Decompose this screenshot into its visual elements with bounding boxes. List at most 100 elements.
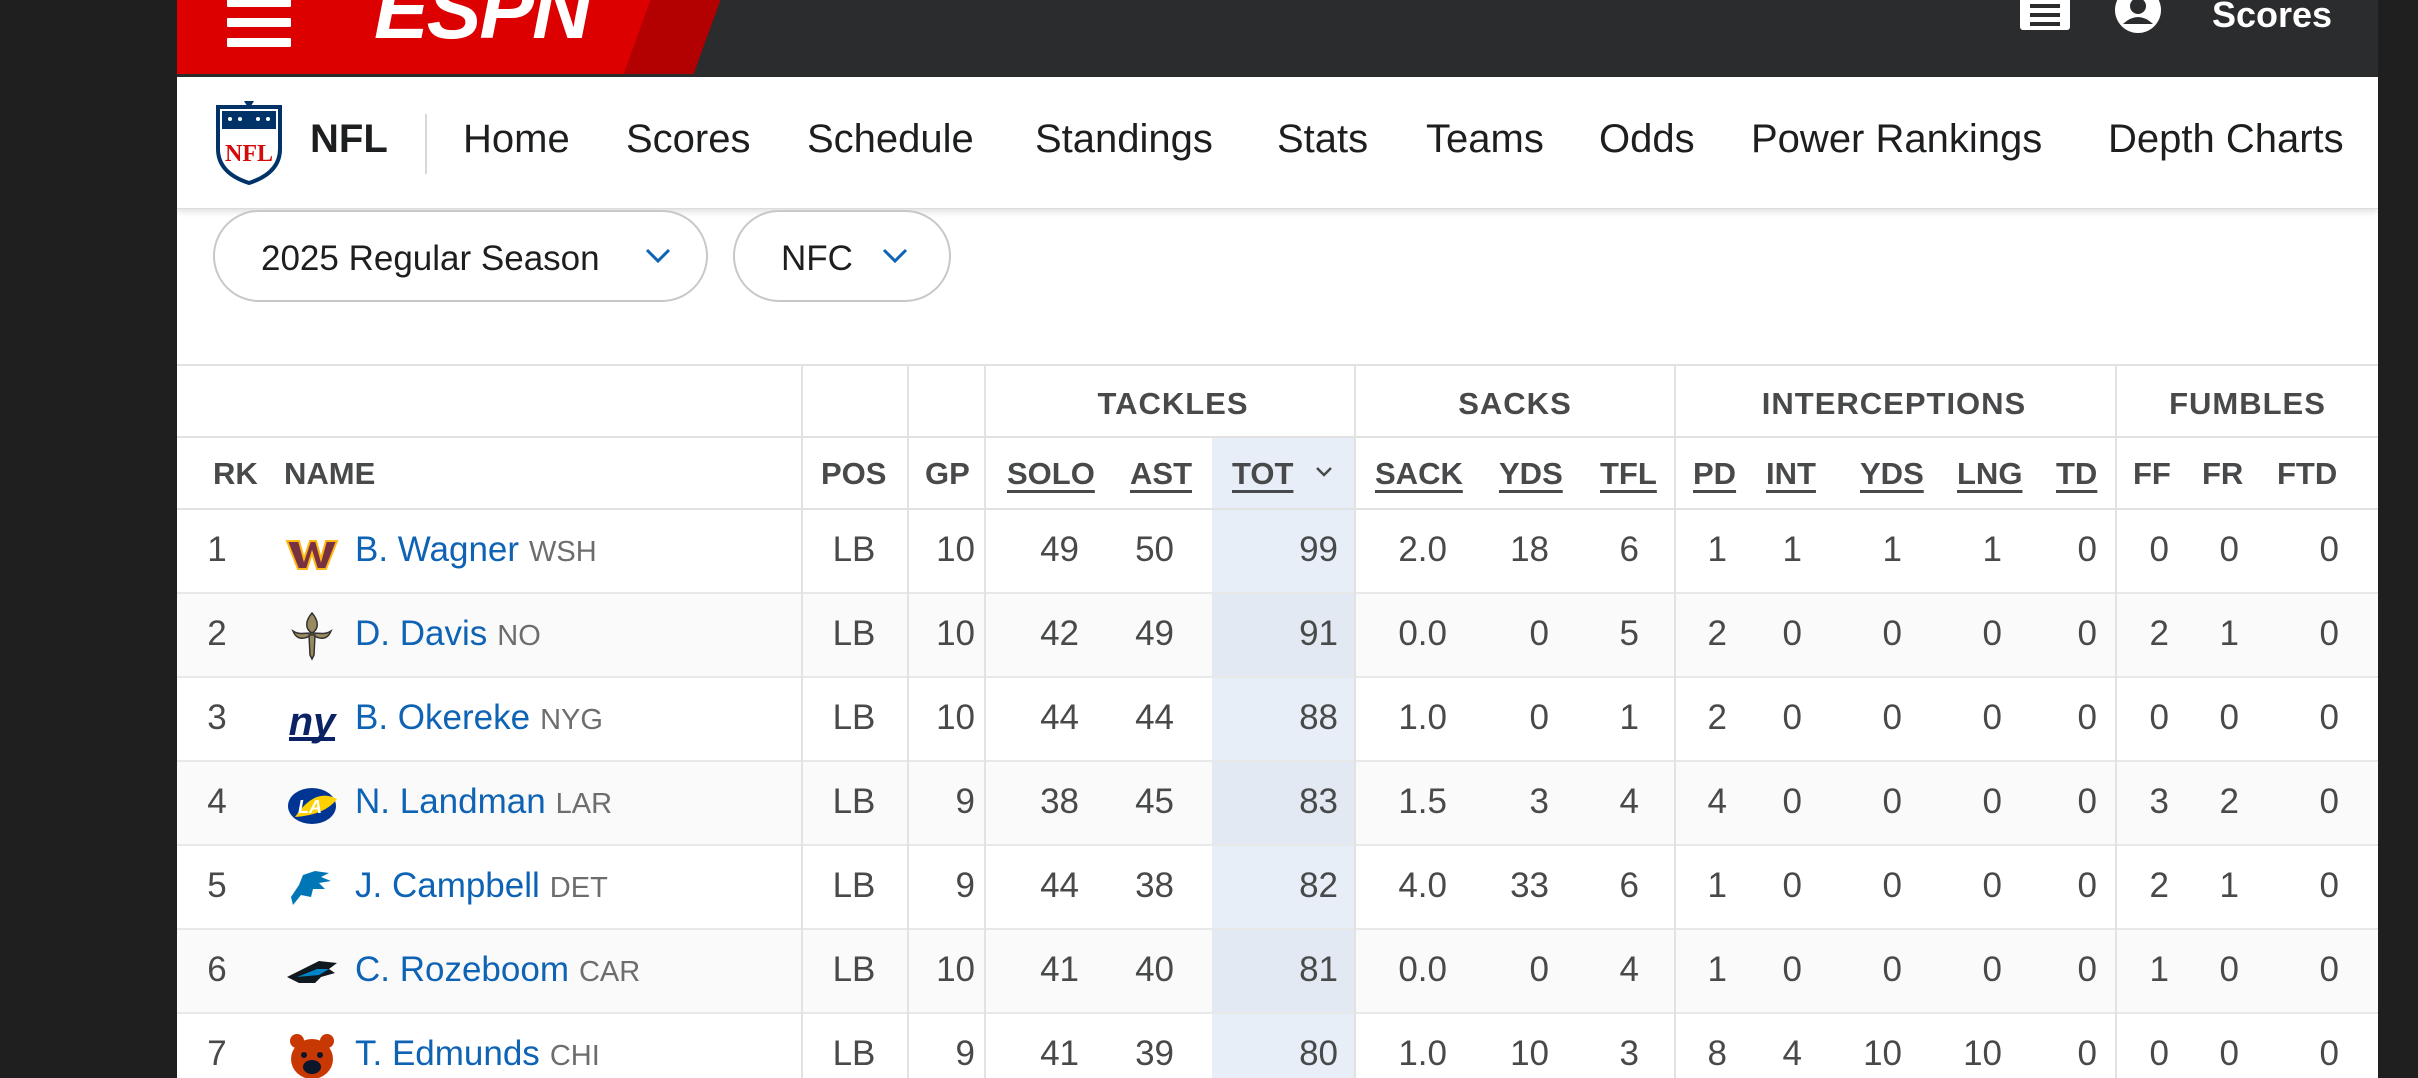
cell-gp: 10 — [936, 950, 975, 989]
cell-ast: 39 — [1135, 1034, 1174, 1073]
nav-home[interactable]: Home — [463, 117, 570, 161]
col-tfl[interactable]: TFL — [1600, 456, 1657, 491]
notes-icon[interactable] — [2020, 0, 2070, 34]
player-team-abbr: DET — [549, 872, 608, 904]
cell-fr: 0 — [2219, 1034, 2239, 1073]
cell-sack-yds: 0 — [1529, 614, 1549, 653]
cell-td: 0 — [2077, 698, 2097, 737]
player-team-abbr: LAR — [555, 788, 613, 820]
giants-logo-icon[interactable]: ny — [285, 695, 339, 745]
table-row: 6 LB 10 41 40 81 0.0 0 4 1 0 0 0 0 1 0 0 C. Rozeboom CAR — [177, 930, 2378, 1014]
nfl-shield-icon[interactable]: NFL — [214, 99, 284, 190]
cell-fr: 0 — [2219, 698, 2239, 737]
col-sack-yds[interactable]: YDS — [1499, 456, 1563, 491]
col-gp: GP — [925, 456, 970, 491]
player-team-abbr: WSH — [529, 536, 597, 568]
chevron-down-icon — [645, 248, 671, 264]
player-name-link[interactable]: D. Davis — [355, 614, 488, 653]
cell-tot: 80 — [1299, 1034, 1338, 1073]
cell-solo: 38 — [1040, 782, 1079, 821]
player-name-link[interactable]: J. Campbell — [355, 866, 540, 905]
cell-td: 0 — [2077, 950, 2097, 989]
col-ast[interactable]: AST — [1130, 456, 1192, 491]
nav-standings[interactable]: Standings — [1035, 117, 1213, 161]
cell-int: 0 — [1782, 698, 1802, 737]
col-rk: RK — [213, 456, 258, 491]
cell-sack: 0.0 — [1398, 614, 1447, 653]
cell-pd: 1 — [1707, 950, 1727, 989]
col-int[interactable]: INT — [1766, 456, 1816, 491]
season-dropdown[interactable]: 2025 Regular Season — [213, 210, 708, 302]
cell-gp: 9 — [955, 782, 975, 821]
cell-td: 0 — [2077, 614, 2097, 653]
cell-lng: 0 — [1982, 614, 2002, 653]
nav-scores[interactable]: Scores — [626, 117, 751, 161]
chevron-down-icon — [882, 248, 908, 264]
svg-text:LA: LA — [298, 797, 322, 817]
bears-logo-icon[interactable] — [285, 1031, 339, 1078]
cell-pos: LB — [832, 1034, 876, 1073]
col-tot[interactable]: TOT — [1232, 456, 1294, 491]
cell-tfl: 4 — [1619, 782, 1639, 821]
player-name-link[interactable]: N. Landman — [355, 782, 546, 821]
saints-logo-icon[interactable] — [285, 611, 339, 661]
cell-ast: 38 — [1135, 866, 1174, 905]
cell-player: B. Okereke NYG — [355, 698, 603, 738]
menu-icon[interactable] — [227, 0, 291, 74]
cell-pd: 2 — [1707, 698, 1727, 737]
nav-odds[interactable]: Odds — [1599, 117, 1695, 161]
svg-text:NFL: NFL — [225, 141, 273, 167]
player-team-abbr: CHI — [549, 1040, 600, 1072]
cell-ast: 50 — [1135, 530, 1174, 569]
col-sack[interactable]: SACK — [1375, 456, 1463, 491]
conference-dropdown[interactable]: NFC — [733, 210, 951, 302]
league-label[interactable]: NFL — [310, 117, 388, 161]
cell-fr: 1 — [2219, 614, 2239, 653]
commanders-logo-icon[interactable] — [285, 527, 339, 577]
col-fr: FR — [2202, 456, 2244, 491]
cell-player: B. Wagner WSH — [355, 530, 597, 570]
nav-schedule[interactable]: Schedule — [807, 117, 974, 161]
cell-tot: 82 — [1299, 866, 1338, 905]
col-td[interactable]: TD — [2056, 456, 2098, 491]
cell-gp: 9 — [955, 866, 975, 905]
col-solo[interactable]: SOLO — [1007, 456, 1095, 491]
cell-solo: 41 — [1040, 1034, 1079, 1073]
nav-power-rankings[interactable]: Power Rankings — [1751, 117, 2043, 161]
cell-pos: LB — [832, 698, 876, 737]
scores-link[interactable]: Scores — [2212, 0, 2333, 35]
panthers-logo-icon[interactable] — [285, 947, 339, 997]
cell-ftd: 0 — [2319, 1034, 2339, 1073]
col-pd[interactable]: PD — [1693, 456, 1737, 491]
player-name-link[interactable]: B. Wagner — [355, 530, 520, 569]
group-fumbles: FUMBLES — [2169, 386, 2326, 421]
cell-sack-yds: 3 — [1529, 782, 1549, 821]
cell-tot: 99 — [1299, 530, 1338, 569]
rams-logo-icon[interactable]: LA — [285, 779, 339, 829]
espn-logo[interactable]: ESPN — [374, 0, 591, 56]
cell-rank: 3 — [207, 698, 227, 737]
player-name-link[interactable]: B. Okereke — [355, 698, 531, 737]
table-row: 4 LB 9 38 45 83 1.5 3 4 4 0 0 0 0 3 2 0 LA N. Landman LAR — [177, 762, 2378, 846]
sort-descending-icon[interactable] — [1315, 466, 1333, 478]
cell-ff: 0 — [2149, 698, 2169, 737]
profile-icon[interactable] — [2115, 0, 2161, 34]
player-name-link[interactable]: C. Rozeboom — [355, 950, 569, 989]
nav-stats[interactable]: Stats — [1277, 117, 1369, 161]
player-name-link[interactable]: T. Edmunds — [355, 1034, 540, 1073]
cell-int-yds: 10 — [1863, 1034, 1902, 1073]
column-divider — [2115, 364, 2117, 1078]
cell-int-yds: 0 — [1882, 866, 1902, 905]
nav-teams[interactable]: Teams — [1426, 117, 1544, 161]
cell-ftd: 0 — [2319, 866, 2339, 905]
cell-rank: 6 — [207, 950, 227, 989]
cell-lng: 0 — [1982, 698, 2002, 737]
col-ftd: FTD — [2277, 456, 2338, 491]
nav-depth-charts[interactable]: Depth Charts — [2108, 117, 2344, 161]
col-int-yds[interactable]: YDS — [1860, 456, 1924, 491]
player-team-abbr: CAR — [578, 956, 641, 988]
col-lng[interactable]: LNG — [1957, 456, 2023, 491]
lions-logo-icon[interactable] — [285, 863, 339, 913]
col-name: NAME — [284, 456, 376, 491]
cell-ff: 0 — [2149, 530, 2169, 569]
